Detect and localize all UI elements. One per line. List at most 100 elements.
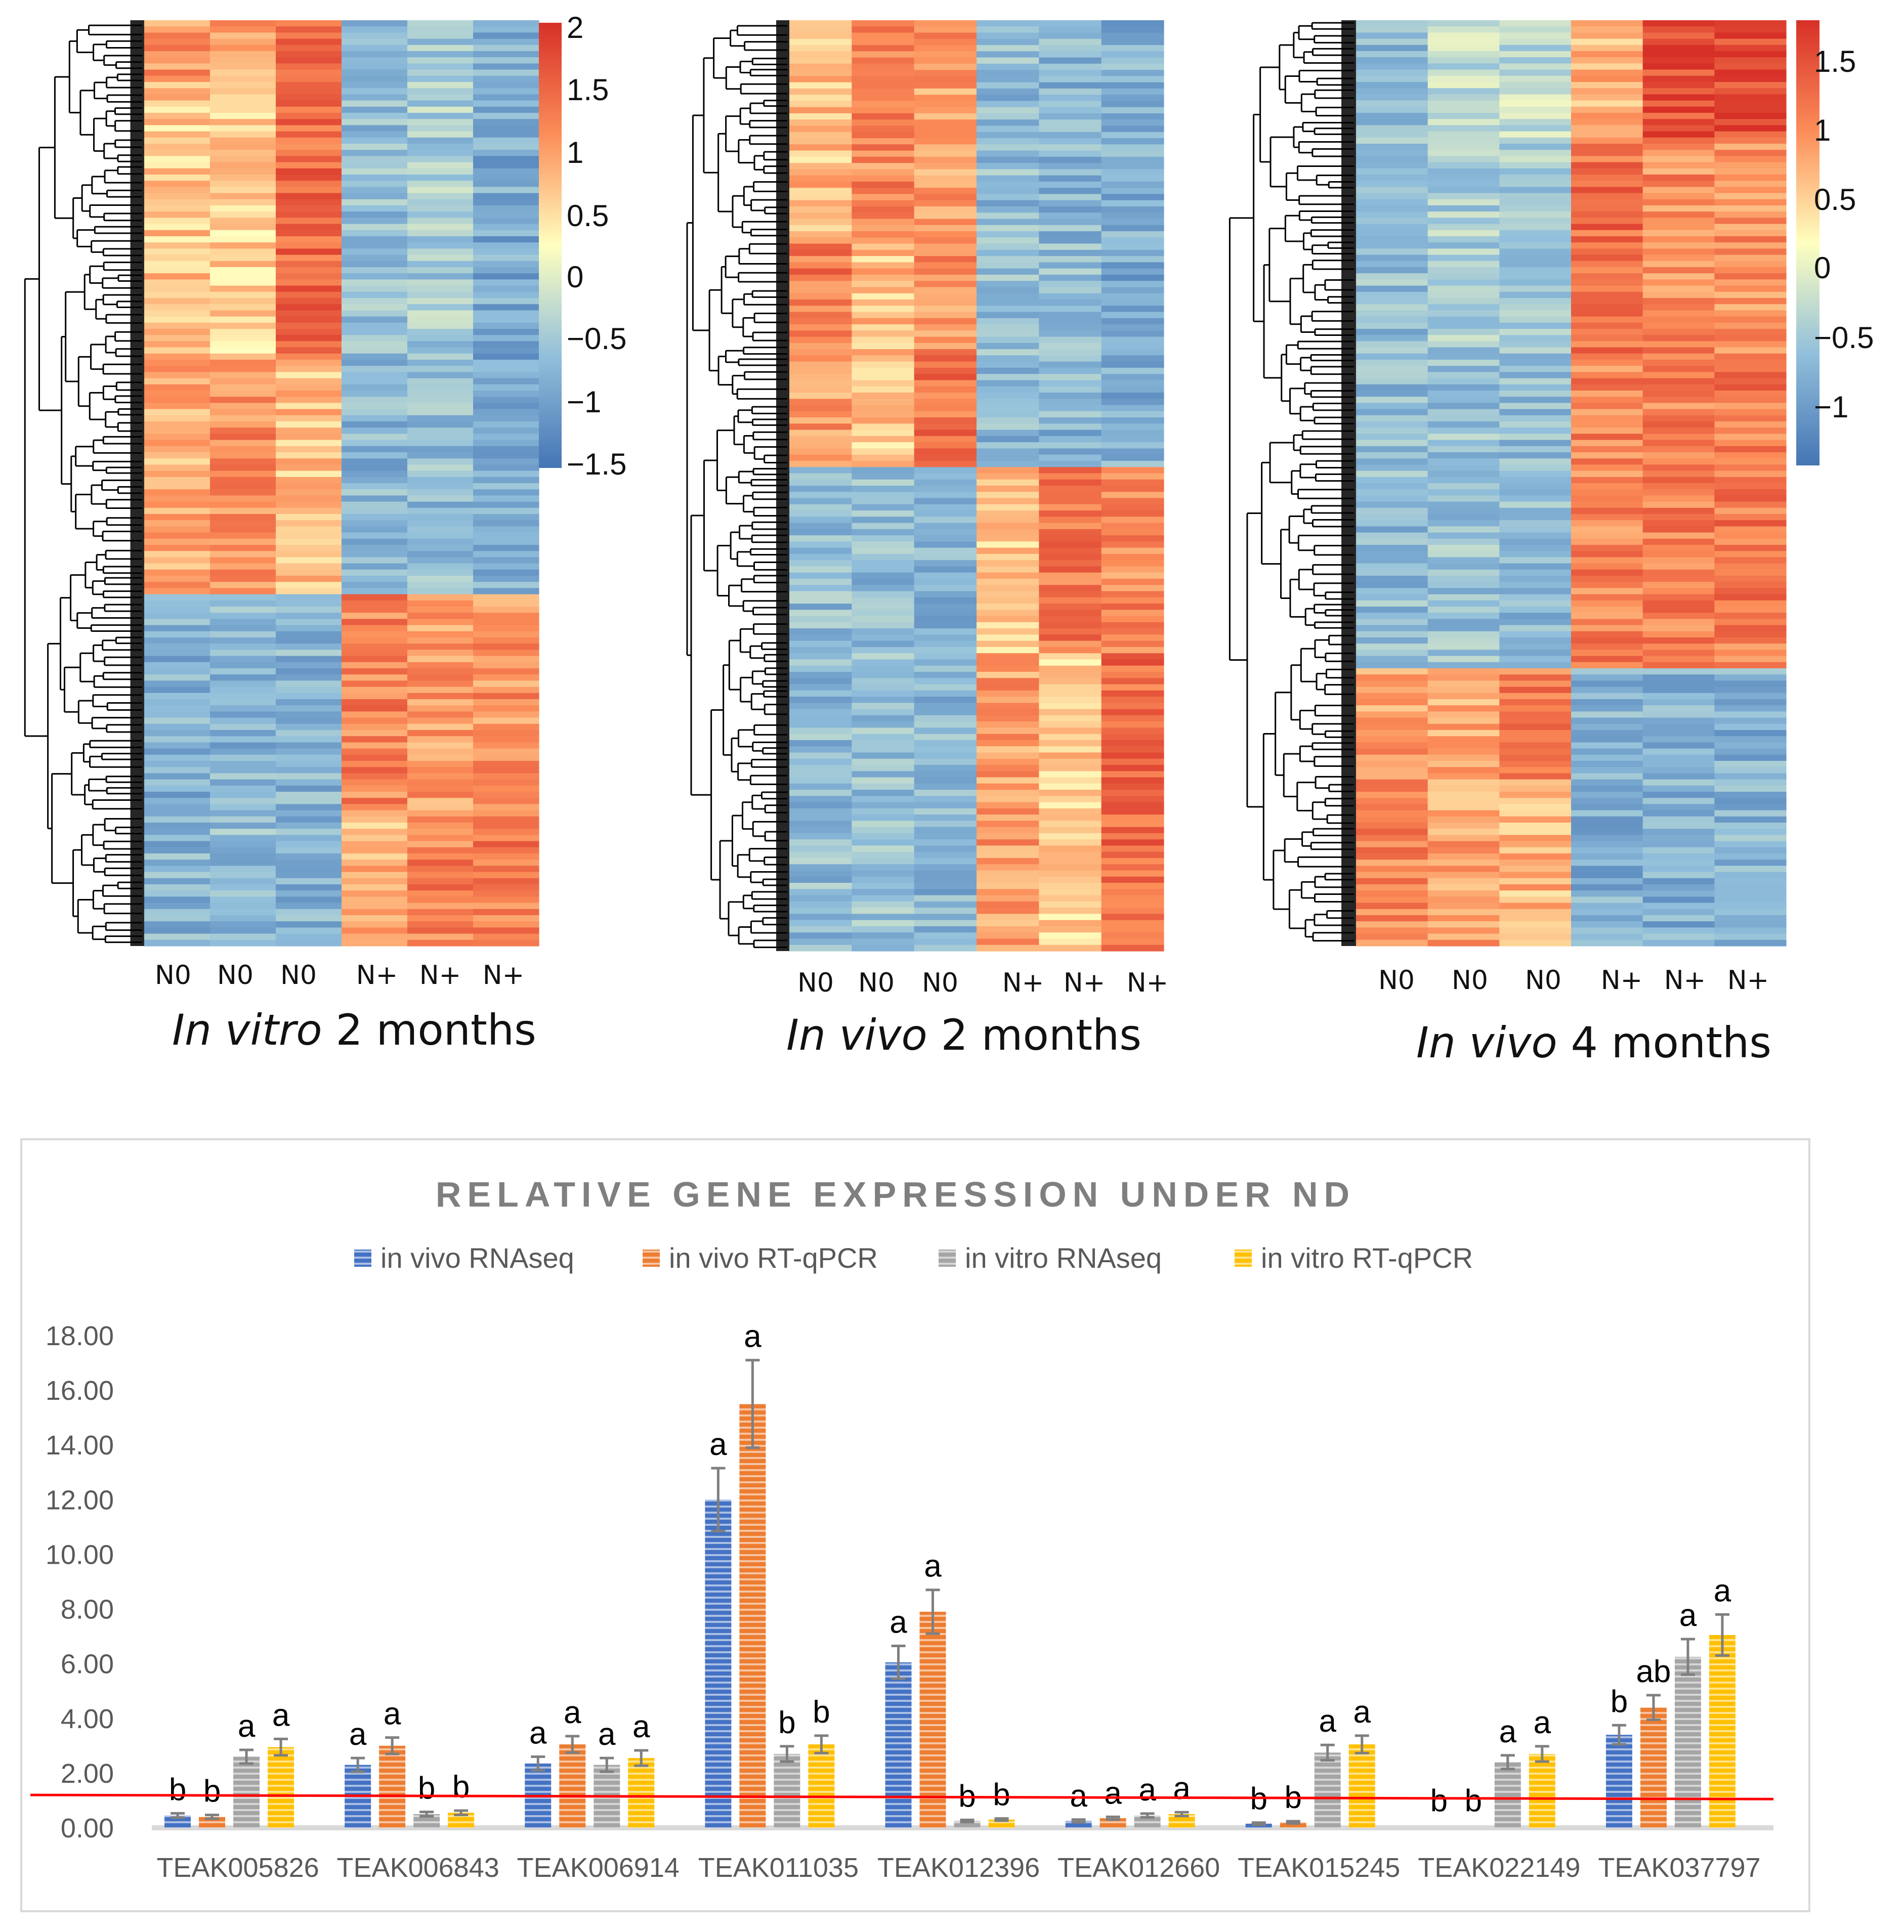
heatmap-cell bbox=[1039, 560, 1102, 567]
heatmap-cell bbox=[1101, 659, 1164, 666]
heatmap-cell bbox=[1427, 415, 1500, 422]
heatmap-cell bbox=[1101, 914, 1164, 921]
heatmap-cell bbox=[473, 267, 539, 274]
heatmap-cell bbox=[1039, 492, 1102, 499]
heatmap-cell bbox=[914, 727, 977, 735]
heatmap-cell bbox=[1571, 32, 1643, 39]
heatmap-cell bbox=[1101, 883, 1164, 889]
heatmap-cell bbox=[276, 378, 342, 385]
heatmap-cell bbox=[914, 560, 977, 567]
heatmap-cell bbox=[1039, 703, 1102, 710]
heatmap-cell bbox=[1039, 299, 1102, 306]
heatmap-cell bbox=[407, 100, 474, 107]
heatmap-cell bbox=[914, 529, 977, 536]
heatmap-cell bbox=[1499, 298, 1572, 305]
heatmap-cell bbox=[914, 864, 977, 871]
heatmap-cell bbox=[789, 95, 852, 102]
heatmap-cell bbox=[1427, 94, 1500, 101]
heatmap-cell bbox=[276, 291, 342, 298]
heatmap-cell bbox=[342, 329, 408, 335]
heatmap-cell bbox=[473, 532, 539, 539]
heatmap-cell bbox=[1356, 94, 1428, 101]
heatmap-cell bbox=[144, 804, 210, 811]
heatmap-cell bbox=[1039, 95, 1102, 102]
heatmap-cell bbox=[852, 628, 915, 635]
heatmap-cell bbox=[852, 932, 915, 939]
heatmap-cell bbox=[342, 131, 408, 138]
heatmap-cell bbox=[1642, 175, 1715, 181]
heatmap-cell bbox=[473, 211, 539, 218]
heatmap-cell bbox=[1571, 26, 1643, 33]
heatmap-cell bbox=[852, 796, 915, 803]
heatmap-cell bbox=[1499, 421, 1572, 428]
heatmap-cell bbox=[1642, 347, 1715, 354]
heatmap-cell bbox=[1039, 150, 1102, 157]
heatmap-cell bbox=[789, 361, 852, 368]
heatmap-cell bbox=[473, 38, 539, 46]
heatmap-cell bbox=[1039, 156, 1102, 163]
heatmap-cell bbox=[1101, 256, 1164, 263]
heatmap-cell bbox=[977, 870, 1039, 877]
heatmap-cell bbox=[977, 504, 1039, 511]
heatmap-cell bbox=[144, 489, 210, 496]
heatmap-cell bbox=[210, 841, 276, 848]
heatmap-cell bbox=[852, 26, 915, 33]
heatmap-cell bbox=[1039, 746, 1102, 753]
heatmap-cell bbox=[914, 597, 977, 604]
heatmap-cell bbox=[210, 211, 276, 218]
heatmap-cell bbox=[342, 32, 408, 39]
heatmap-cell bbox=[407, 193, 474, 200]
heatmap-cell bbox=[789, 330, 852, 337]
y-tick-label: 0.00 bbox=[61, 1813, 114, 1843]
heatmap-cell bbox=[1101, 150, 1164, 157]
heatmap-cell bbox=[407, 57, 474, 64]
heatmap-cell bbox=[407, 446, 474, 453]
heatmap-cell bbox=[914, 908, 977, 914]
heatmap-cell bbox=[1642, 360, 1715, 366]
column-label: N+ bbox=[1064, 968, 1105, 998]
heatmap-cell bbox=[977, 342, 1039, 350]
heatmap-cell bbox=[407, 594, 474, 601]
heatmap-cell bbox=[144, 254, 210, 262]
heatmap-cell bbox=[276, 686, 342, 694]
heatmap-cell bbox=[144, 736, 210, 743]
heatmap-cell bbox=[144, 495, 210, 502]
heatmap-cell bbox=[914, 758, 977, 765]
heatmap-cell bbox=[144, 921, 210, 928]
heatmap-cell bbox=[1499, 199, 1572, 206]
heatmap-cell bbox=[276, 557, 342, 564]
heatmap-cell bbox=[852, 51, 915, 58]
heatmap-cell bbox=[276, 643, 342, 650]
heatmap-cell bbox=[407, 242, 474, 249]
heatmap-cell bbox=[1571, 403, 1643, 410]
heatmap-cell bbox=[914, 274, 977, 281]
heatmap-cell bbox=[473, 723, 539, 731]
heatmap-cell bbox=[144, 162, 210, 169]
heatmap-cell bbox=[407, 563, 474, 570]
heatmap-cell bbox=[210, 903, 276, 910]
heatmap-cell bbox=[977, 938, 1039, 946]
heatmap-cell bbox=[1356, 291, 1428, 298]
heatmap-cell bbox=[1039, 38, 1102, 46]
heatmap-cell bbox=[407, 748, 474, 755]
heatmap-cell bbox=[407, 218, 474, 225]
heatmap-cell bbox=[1427, 45, 1500, 52]
heatmap-cell bbox=[144, 51, 210, 58]
heatmap-cell bbox=[1101, 361, 1164, 368]
heatmap-cell bbox=[276, 144, 342, 150]
heatmap-cell bbox=[407, 896, 474, 904]
heatmap-cell bbox=[276, 224, 342, 231]
heatmap-cell bbox=[914, 523, 977, 530]
heatmap-cell bbox=[1427, 20, 1500, 27]
heatmap-cell bbox=[1039, 634, 1102, 641]
heatmap-cell bbox=[473, 841, 539, 848]
heatmap-cell bbox=[852, 914, 915, 921]
heatmap-cell bbox=[342, 489, 408, 496]
heatmap-cell bbox=[407, 378, 474, 385]
heatmap-cell bbox=[852, 895, 915, 902]
heatmap-cell bbox=[789, 858, 852, 865]
heatmap-cell bbox=[473, 551, 539, 557]
heatmap-cell bbox=[407, 656, 474, 663]
heatmap-cell bbox=[1714, 230, 1787, 237]
heatmap-cell bbox=[977, 287, 1039, 294]
